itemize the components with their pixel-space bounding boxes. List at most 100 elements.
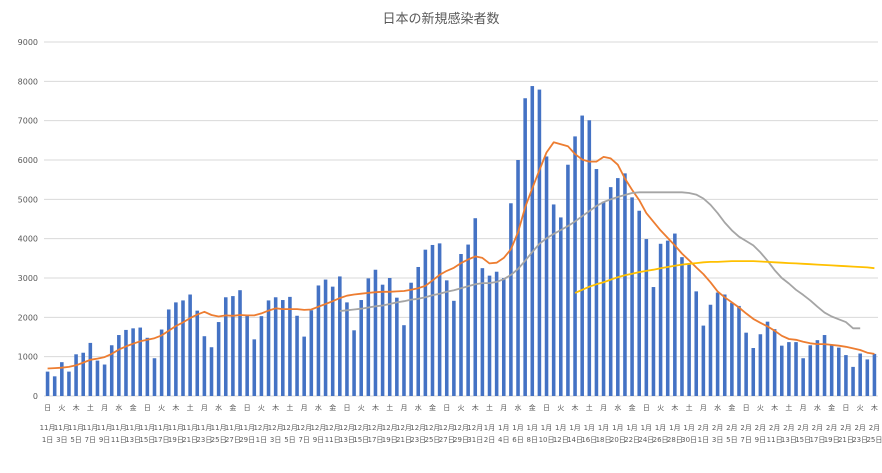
x-day-label: 24日 xyxy=(638,436,654,444)
bar xyxy=(45,371,50,396)
x-day-label: 27日 xyxy=(225,436,241,444)
x-day-label: 25日 xyxy=(425,436,441,444)
bar xyxy=(822,335,827,396)
x-month-label: 12月 xyxy=(253,424,269,432)
bar xyxy=(330,286,335,396)
x-month-label: 2月 xyxy=(869,424,880,432)
bar xyxy=(223,297,228,396)
bar xyxy=(751,348,756,396)
x-day-label: 11日 xyxy=(111,436,127,444)
bar xyxy=(787,342,791,396)
bar xyxy=(865,359,870,396)
x-month-label: 11月 xyxy=(82,424,98,432)
x-day-label: 15日 xyxy=(139,436,155,444)
x-weekday-label: 水 xyxy=(115,403,122,412)
bar xyxy=(487,275,492,396)
x-day-label: 3日 xyxy=(56,436,67,444)
x-weekday-label: 火 xyxy=(58,404,65,412)
x-weekday-label: 金 xyxy=(229,403,236,412)
x-day-label: 11日 xyxy=(325,436,341,444)
x-day-label: 7日 xyxy=(740,436,751,444)
x-weekday-label: 日 xyxy=(244,404,251,412)
bar xyxy=(88,342,93,396)
bar xyxy=(288,296,292,396)
bar xyxy=(323,279,328,396)
x-month-label: 12月 xyxy=(439,424,455,432)
x-weekday-label: 木 xyxy=(272,403,279,412)
bar xyxy=(480,268,485,396)
x-weekday-label: 木 xyxy=(572,403,579,412)
bar xyxy=(338,276,342,396)
x-weekday-label: 火 xyxy=(557,404,564,412)
chart-title: 日本の新規感染者数 xyxy=(382,12,500,27)
x-month-label: 1月 xyxy=(541,424,552,432)
x-month-label: 12月 xyxy=(453,424,469,432)
x-weekday-label: 日 xyxy=(842,404,849,412)
bar xyxy=(209,347,214,396)
x-month-label: 11月 xyxy=(54,424,70,432)
x-weekday-label: 水 xyxy=(614,403,621,412)
bar xyxy=(259,316,264,396)
x-day-label: 1日 xyxy=(42,436,53,444)
bar xyxy=(837,347,841,396)
bar xyxy=(102,364,107,396)
bar xyxy=(359,300,363,396)
x-day-label: 13日 xyxy=(781,436,797,444)
x-day-label: 1日 xyxy=(256,436,267,444)
x-day-label: 19日 xyxy=(382,436,398,444)
bar xyxy=(81,352,85,396)
x-day-label: 25日 xyxy=(211,436,227,444)
x-weekday-label: 金 xyxy=(529,403,536,412)
x-weekday-label: 土 xyxy=(486,403,493,412)
x-weekday-label: 月 xyxy=(500,404,507,412)
bar xyxy=(188,294,192,396)
x-weekday-label: 日 xyxy=(443,404,450,412)
x-day-label: 8日 xyxy=(527,436,538,444)
x-day-label: 15日 xyxy=(795,436,811,444)
x-day-label: 29日 xyxy=(453,436,469,444)
x-weekday-label: 月 xyxy=(101,404,108,412)
x-weekday-label: 火 xyxy=(757,404,764,412)
x-day-label: 30日 xyxy=(681,436,697,444)
x-month-label: 11月 xyxy=(125,424,141,432)
bar xyxy=(174,302,178,396)
bar xyxy=(366,278,371,396)
bar xyxy=(501,278,506,396)
bar xyxy=(466,244,470,396)
x-day-label: 19日 xyxy=(168,436,184,444)
bar xyxy=(758,334,763,396)
bar xyxy=(616,178,620,396)
x-month-label: 1月 xyxy=(612,424,623,432)
bar xyxy=(216,322,221,396)
bar xyxy=(202,336,207,396)
x-weekday-label: 月 xyxy=(301,404,308,412)
x-month-label: 12月 xyxy=(268,424,284,432)
x-day-label: 9日 xyxy=(313,436,324,444)
x-weekday-label: 金 xyxy=(130,403,137,412)
series-line-orange xyxy=(47,141,875,370)
bar xyxy=(138,327,143,396)
bar xyxy=(159,329,164,396)
x-day-label: 13日 xyxy=(339,436,355,444)
bar xyxy=(494,271,499,396)
bar xyxy=(708,304,713,396)
x-day-label: 12日 xyxy=(553,436,569,444)
x-month-label: 2月 xyxy=(854,424,865,432)
x-day-label: 17日 xyxy=(368,436,384,444)
bar xyxy=(523,98,527,396)
x-weekday-label: 土 xyxy=(187,403,194,412)
x-month-label: 11月 xyxy=(196,424,212,432)
bar xyxy=(416,266,421,396)
x-month-label: 2月 xyxy=(698,424,709,432)
x-weekday-label: 木 xyxy=(871,403,878,412)
x-month-label: 12月 xyxy=(310,424,326,432)
bar xyxy=(637,210,641,396)
bar xyxy=(380,284,385,396)
x-weekday-label: 土 xyxy=(87,403,94,412)
x-weekday-label: 水 xyxy=(315,403,322,412)
x-day-label: 31日 xyxy=(467,436,483,444)
x-weekday-label: 月 xyxy=(700,404,707,412)
x-weekday-label: 火 xyxy=(258,404,265,412)
x-month-label: 2月 xyxy=(783,424,794,432)
bar xyxy=(95,360,100,396)
